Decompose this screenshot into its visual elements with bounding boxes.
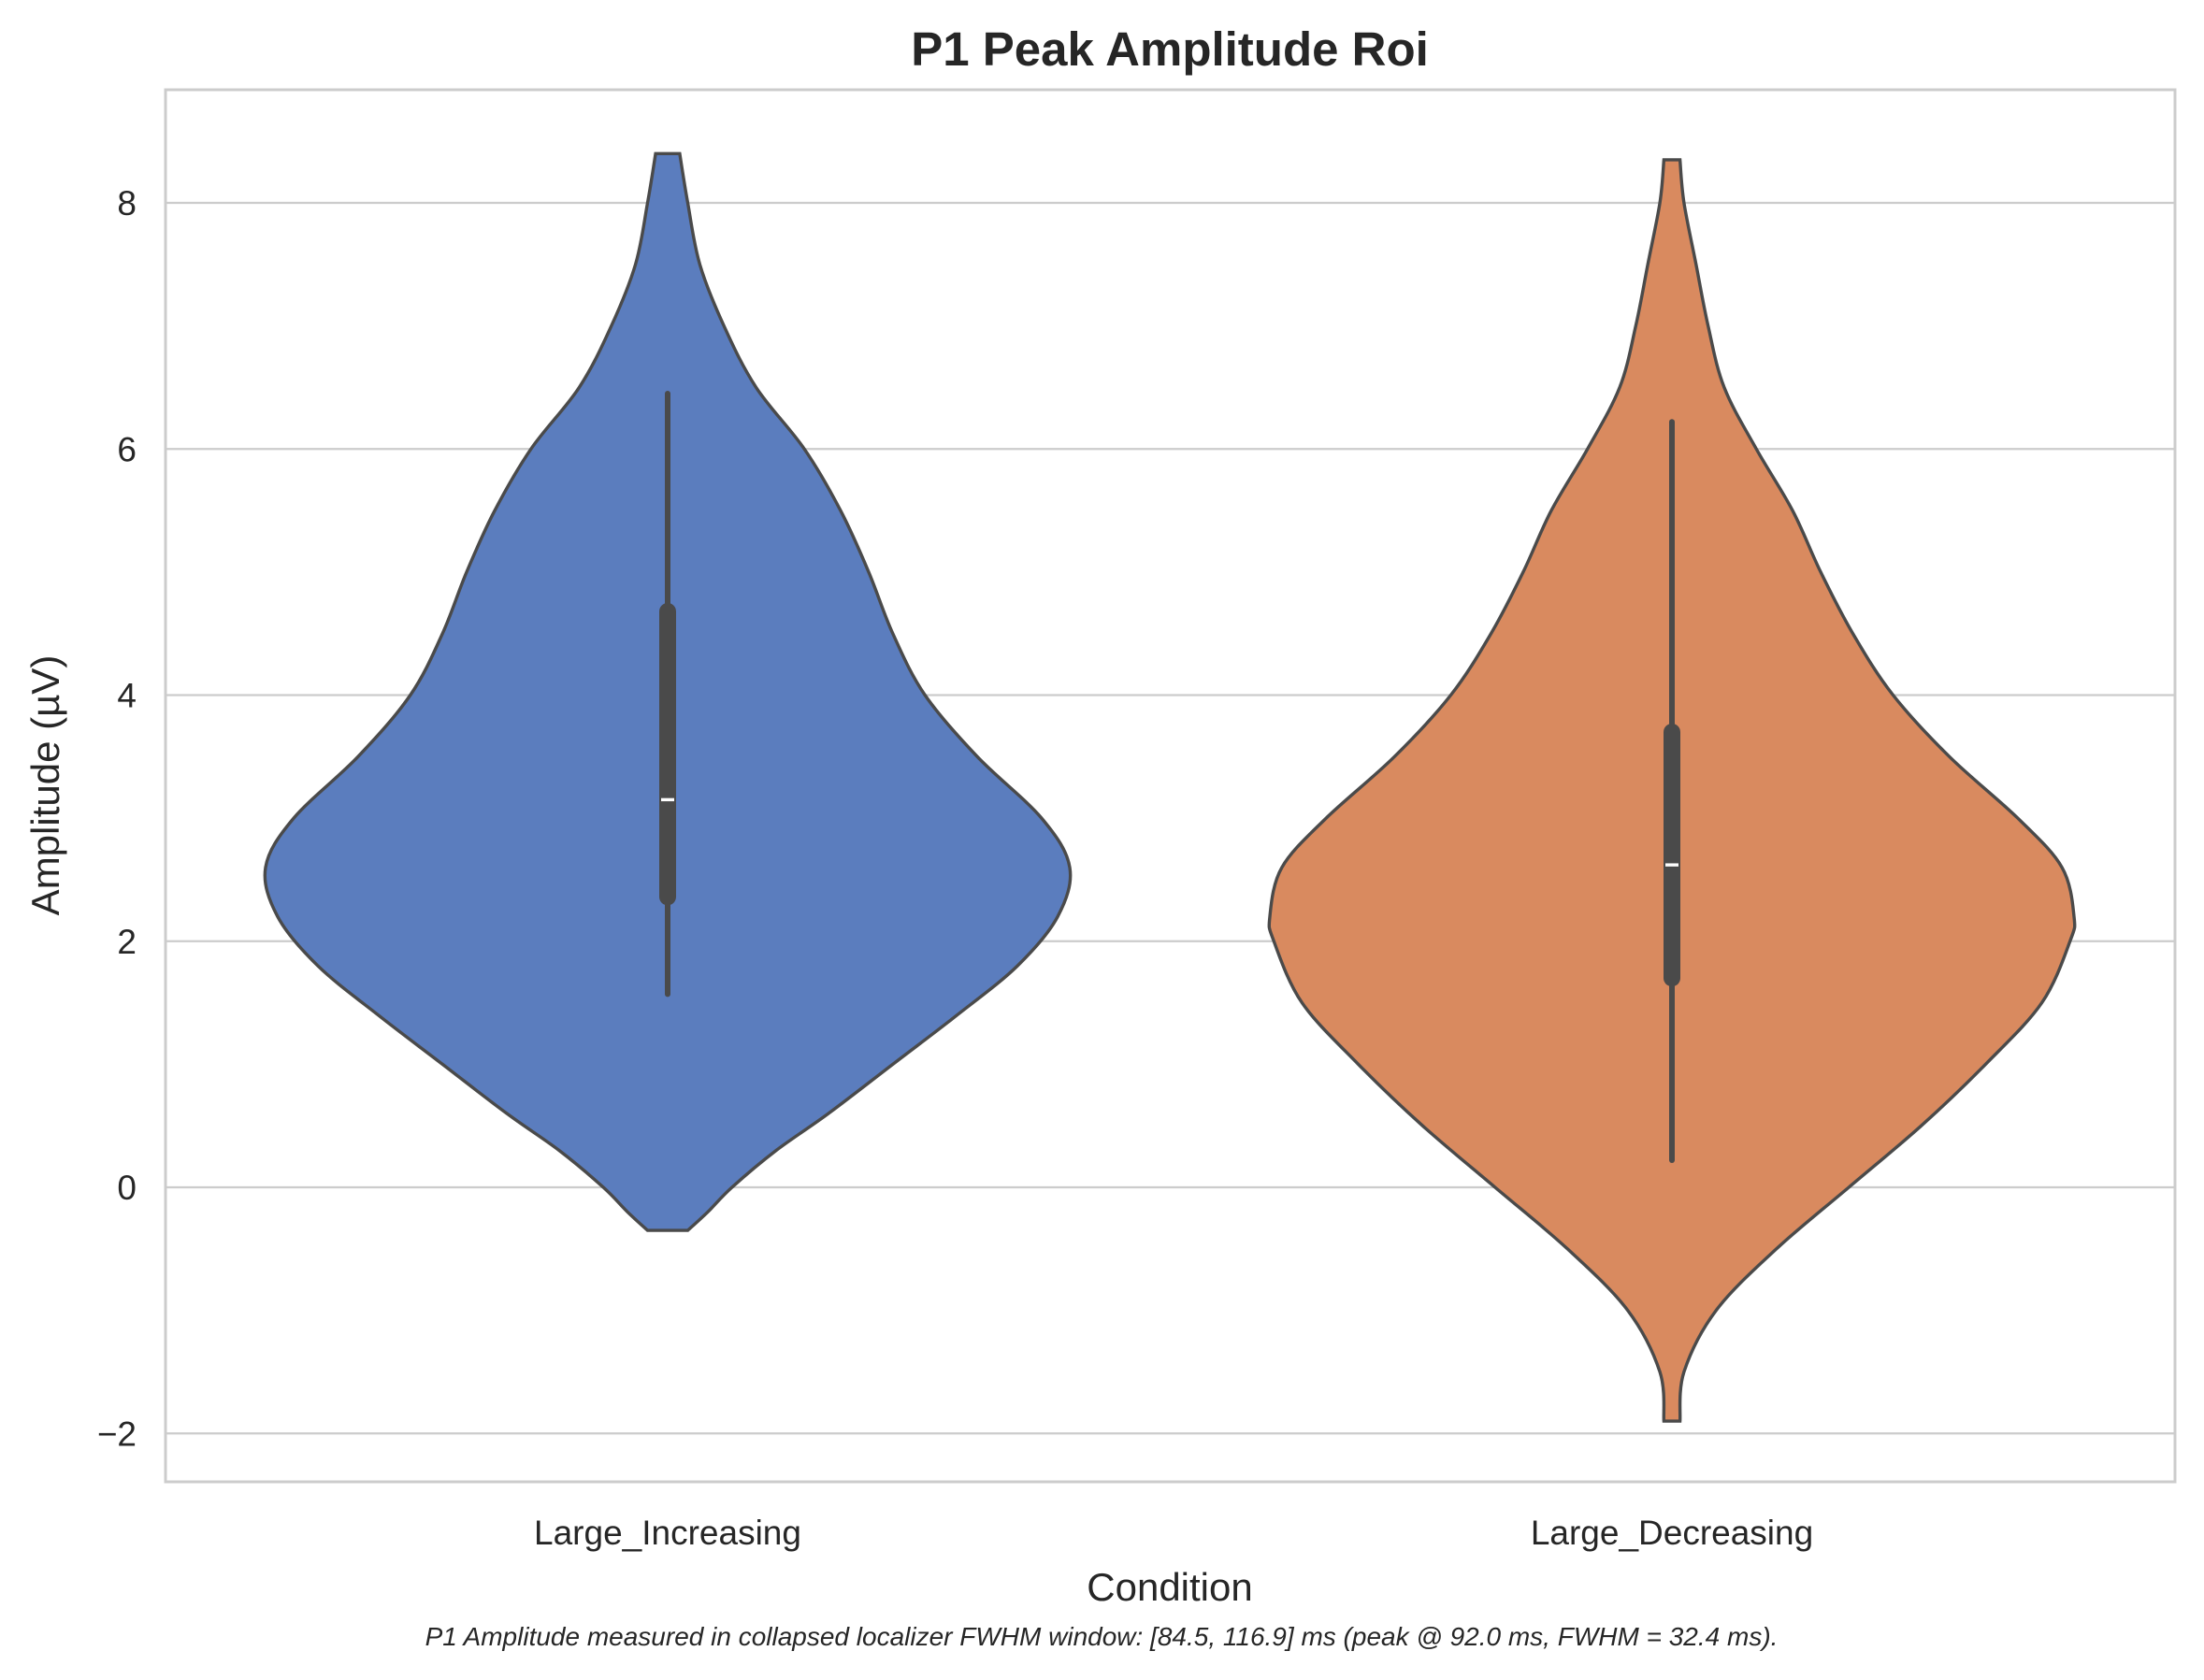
y-tick-label: 0 — [117, 1169, 137, 1207]
x-tick-label: Large_Decreasing — [1531, 1514, 1813, 1552]
y-tick-label: 2 — [117, 923, 137, 961]
x-tick-labels: Large_Increasing Large_Decreasing — [534, 1514, 1813, 1552]
plot-frame — [164, 88, 2177, 1484]
y-tick-labels: −2 0 2 4 6 8 — [97, 184, 137, 1453]
chart-title: P1 Peak Amplitude Roi — [911, 22, 1429, 76]
y-tick-label: 8 — [117, 184, 137, 223]
y-tick-label: 6 — [117, 430, 137, 468]
chart-footnote: P1 Amplitude measured in collapsed local… — [425, 1622, 1779, 1651]
y-axis-title: Amplitude (µV) — [23, 655, 67, 916]
y-tick-label: −2 — [97, 1414, 137, 1453]
x-tick-label: Large_Increasing — [534, 1514, 801, 1552]
y-tick-label: 4 — [117, 677, 137, 715]
inner-boxplots — [659, 391, 1680, 1164]
x-axis-title: Condition — [1087, 1565, 1252, 1609]
